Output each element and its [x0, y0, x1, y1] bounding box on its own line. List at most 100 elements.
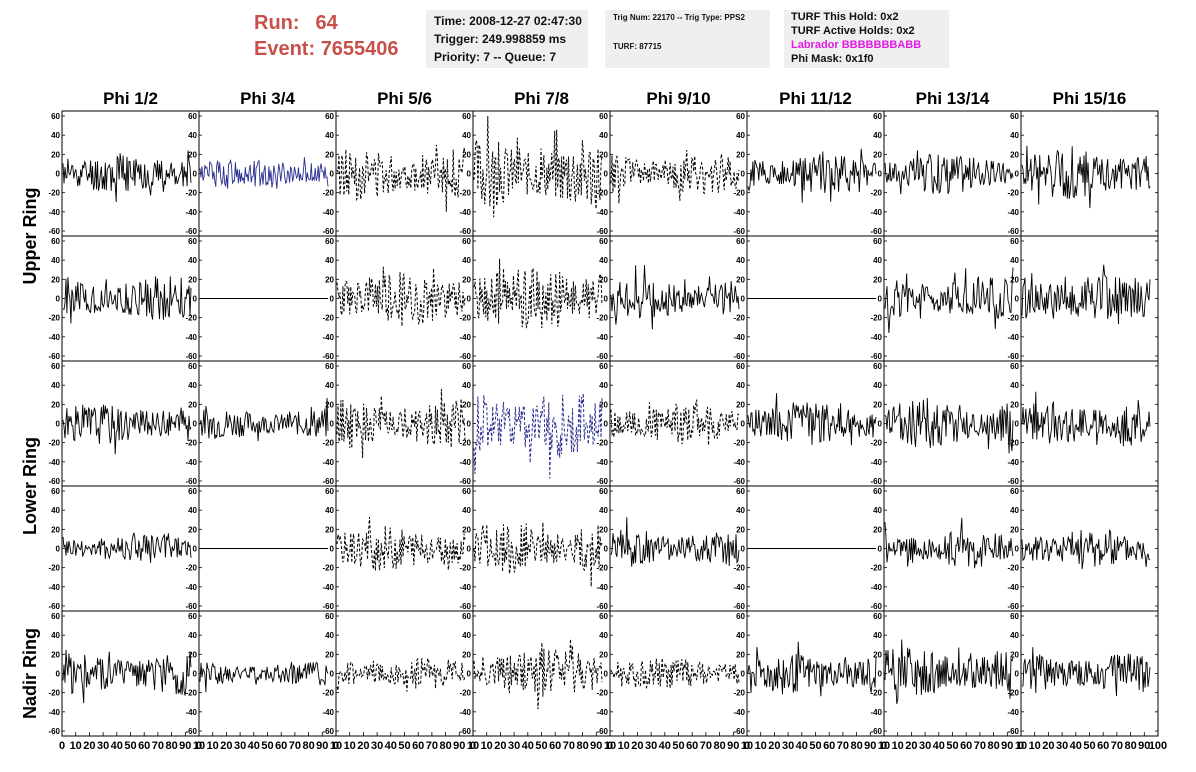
y-tick-label: 60	[873, 612, 882, 621]
waveform-trace	[62, 150, 192, 203]
y-tick-label: 20	[1010, 650, 1019, 659]
y-tick-label: -20	[1007, 689, 1019, 698]
x-tick-label: 70	[1111, 740, 1123, 752]
y-tick-label: 60	[873, 362, 882, 371]
y-tick-label: -40	[48, 458, 60, 467]
y-tick-label: 40	[736, 506, 745, 515]
y-tick-label: -20	[48, 564, 60, 573]
y-tick-label: 20	[325, 150, 334, 159]
y-tick-label: -20	[596, 314, 608, 323]
y-tick-label: -40	[870, 208, 882, 217]
x-tick-label: 40	[933, 740, 945, 752]
y-tick-label: -40	[733, 458, 745, 467]
y-tick-label: -60	[1007, 727, 1019, 736]
y-tick-label: 60	[736, 487, 745, 496]
y-tick-label: 0	[604, 295, 609, 304]
y-tick-label: -40	[733, 708, 745, 717]
x-tick-label: 0	[1018, 740, 1024, 752]
y-tick-label: -40	[596, 333, 608, 342]
y-tick-label: -40	[870, 458, 882, 467]
waveform-trace	[610, 149, 740, 204]
y-tick-label: 60	[51, 237, 60, 246]
y-tick-label: -40	[185, 208, 197, 217]
y-tick-label: 40	[325, 131, 334, 140]
waveform-trace	[473, 522, 603, 587]
y-tick-label: -40	[596, 458, 608, 467]
y-tick-label: 0	[741, 295, 746, 304]
waveform-trace	[336, 266, 466, 327]
y-tick-label: -40	[48, 708, 60, 717]
y-tick-label: 60	[1010, 487, 1019, 496]
y-tick-label: 40	[599, 131, 608, 140]
y-tick-label: 40	[325, 506, 334, 515]
y-tick-label: -60	[185, 227, 197, 236]
y-tick-label: 60	[1010, 112, 1019, 121]
y-tick-label: 0	[604, 420, 609, 429]
y-tick-label: -60	[596, 352, 608, 361]
event-row: Event: 7655406	[254, 36, 399, 62]
y-tick-label: 60	[873, 112, 882, 121]
labrador-text: Labrador BBBBBBBABB	[791, 39, 922, 51]
x-tick-label: 70	[289, 740, 301, 752]
y-tick-label: 0	[193, 545, 198, 554]
y-tick-label: -40	[185, 708, 197, 717]
y-tick-label: -20	[459, 689, 471, 698]
y-tick-label: 40	[873, 506, 882, 515]
y-tick-label: -60	[596, 727, 608, 736]
y-tick-label: 20	[873, 400, 882, 409]
x-tick-label: 90	[1138, 740, 1150, 752]
y-tick-label: 40	[736, 381, 745, 390]
x-tick-label: 10	[618, 740, 630, 752]
waveform-trace	[62, 649, 192, 704]
row-label: Lower Ring	[20, 437, 40, 535]
y-tick-label: -60	[596, 602, 608, 611]
x-tick-label: 30	[97, 740, 109, 752]
y-tick-label: -20	[48, 189, 60, 198]
event-label: Event:	[254, 38, 316, 60]
y-tick-label: -60	[1007, 352, 1019, 361]
y-tick-label: 0	[741, 170, 746, 179]
run-row: Run: 64	[254, 10, 399, 36]
waveform-trace	[884, 397, 1014, 454]
y-tick-label: -60	[733, 727, 745, 736]
run-event-block: Run: 64 Event: 7655406	[254, 10, 399, 62]
y-tick-label: 40	[1010, 256, 1019, 265]
y-tick-label: 0	[193, 170, 198, 179]
y-tick-label: 20	[325, 650, 334, 659]
x-tick-label: 50	[672, 740, 684, 752]
y-tick-label: 20	[1010, 150, 1019, 159]
run-value: 64	[315, 12, 338, 34]
y-tick-label: 0	[193, 670, 198, 679]
x-tick-label: 80	[850, 740, 862, 752]
waveform-trace	[610, 657, 740, 690]
y-tick-label: -20	[322, 314, 334, 323]
y-tick-label: 40	[873, 256, 882, 265]
x-tick-label: 50	[809, 740, 821, 752]
x-tick-label: 30	[1056, 740, 1068, 752]
y-tick-label: -40	[1007, 333, 1019, 342]
y-tick-label: 40	[325, 631, 334, 640]
y-tick-label: 0	[330, 295, 335, 304]
y-tick-label: -40	[459, 208, 471, 217]
x-tick-label: 50	[535, 740, 547, 752]
x-tick-label: 30	[919, 740, 931, 752]
y-tick-label: -20	[733, 314, 745, 323]
x-tick-label: 0	[59, 740, 65, 752]
y-tick-label: 60	[462, 237, 471, 246]
y-tick-label: 60	[873, 237, 882, 246]
x-tick-label: 70	[974, 740, 986, 752]
y-tick-label: -40	[322, 208, 334, 217]
y-tick-label: -40	[185, 333, 197, 342]
y-tick-label: 20	[51, 275, 60, 284]
x-tick-label: 10	[1029, 740, 1041, 752]
y-tick-label: -60	[48, 227, 60, 236]
x-tick-label: 10	[207, 740, 219, 752]
y-tick-label: 60	[599, 362, 608, 371]
y-tick-label: 20	[873, 275, 882, 284]
x-tick-label: 80	[439, 740, 451, 752]
y-tick-label: 60	[325, 487, 334, 496]
y-tick-label: -20	[185, 564, 197, 573]
y-tick-label: 20	[188, 150, 197, 159]
turf-info-box: TURF This Hold: 0x2 TURF Active Holds: 0…	[784, 10, 949, 68]
